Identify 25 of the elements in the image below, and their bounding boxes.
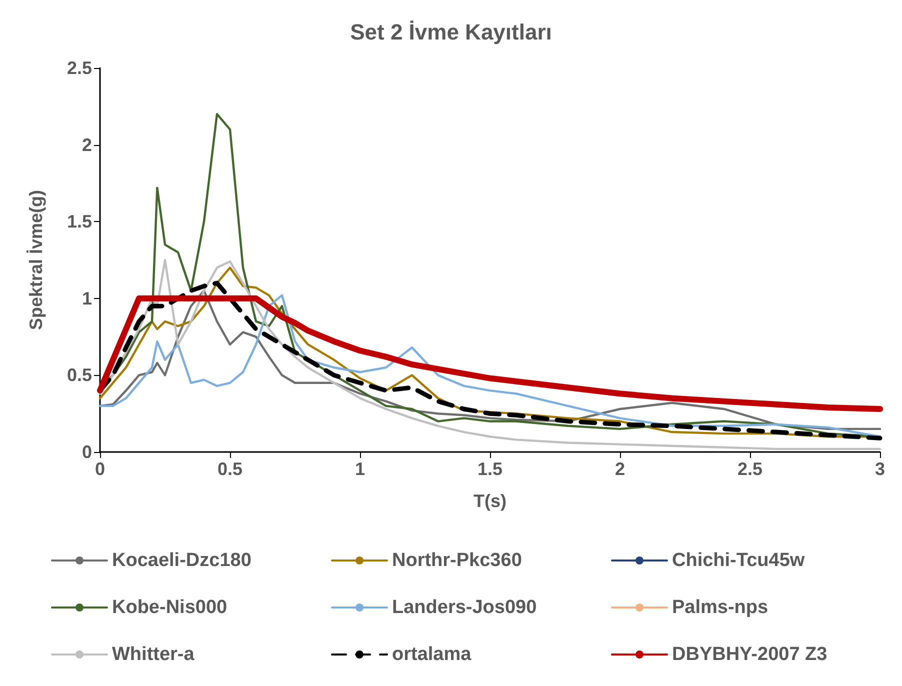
legend-label: Kocaeli-Dzc180 [112, 550, 252, 571]
y-tick-label: 1.5 [66, 212, 92, 232]
y-tick-label: 2.5 [66, 58, 92, 78]
legend-label: DBYBHY-2007 Z3 [672, 644, 828, 665]
y-tick-label: 2 [82, 134, 92, 155]
x-tick-label: 0 [94, 459, 106, 479]
y-tick-label: 0 [82, 442, 92, 462]
chart-title: Set 2 İvme Kayıtları [350, 20, 552, 44]
legend-label: Landers-Jos090 [392, 597, 537, 618]
x-tick-label: 0.5 [217, 459, 243, 479]
x-tick-label: 3 [874, 459, 886, 479]
legend-label: Kobe-Nis000 [112, 597, 228, 618]
x-tick-label: 1.5 [477, 459, 503, 479]
x-tick-label: 2 [614, 459, 626, 479]
x-tick-label: 1 [354, 459, 366, 479]
y-axis-title: Spektral İvme(g) [26, 190, 46, 330]
legend-label: Northr-Pkc360 [392, 550, 522, 571]
legend-label: ortalama [392, 644, 472, 665]
x-axis-title: T(s) [474, 491, 506, 511]
legend-label: Palms-nps [672, 597, 768, 618]
y-tick-label: 0.5 [66, 365, 92, 386]
legend-label: Chichi-Tcu45w [672, 550, 805, 571]
legend-label: Whitter-a [112, 644, 195, 665]
y-tick-label: 1 [82, 288, 92, 308]
x-tick-label: 2.5 [737, 459, 763, 479]
